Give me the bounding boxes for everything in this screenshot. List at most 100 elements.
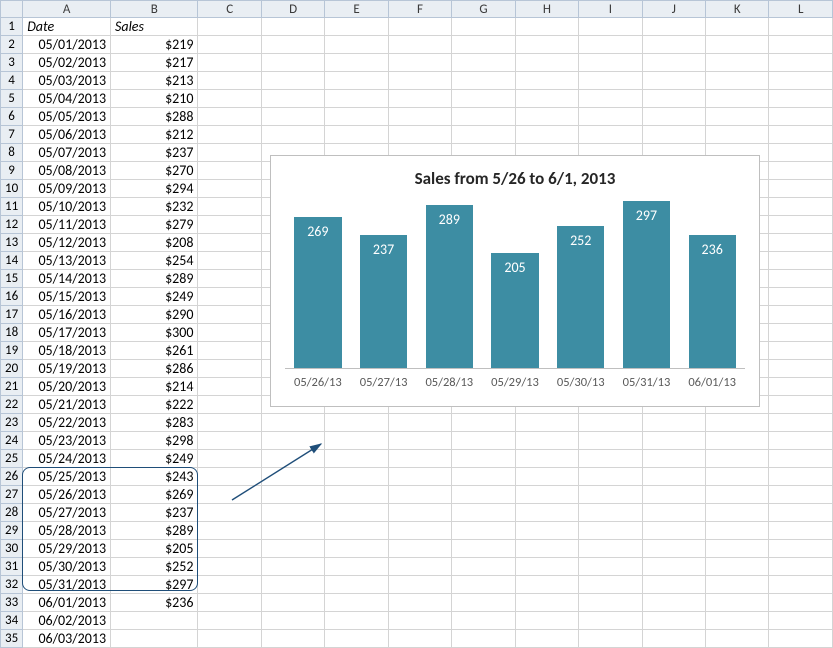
cell-F28[interactable] [388, 504, 451, 522]
cell-C26[interactable] [198, 468, 261, 486]
cell-H28[interactable] [515, 504, 578, 522]
cell-J2[interactable] [642, 36, 705, 54]
cell-K29[interactable] [706, 522, 769, 540]
column-header-E[interactable]: E [325, 1, 388, 18]
cell-B14[interactable]: $254 [111, 252, 198, 270]
cell-E25[interactable] [325, 450, 388, 468]
cell-E32[interactable] [325, 576, 388, 594]
row-header[interactable]: 13 [1, 234, 23, 252]
cell-E27[interactable] [325, 486, 388, 504]
cell-L24[interactable] [769, 432, 833, 450]
cell-A1[interactable]: Date [23, 18, 111, 36]
cell-K7[interactable] [706, 126, 769, 144]
cell-D4[interactable] [261, 72, 324, 90]
cell-A7[interactable]: 05/06/2013 [23, 126, 111, 144]
cell-C11[interactable] [198, 198, 261, 216]
cell-B9[interactable]: $270 [111, 162, 198, 180]
cell-L6[interactable] [769, 108, 833, 126]
cell-I3[interactable] [579, 54, 642, 72]
row-header[interactable]: 18 [1, 324, 23, 342]
cell-K24[interactable] [706, 432, 769, 450]
row-header[interactable]: 14 [1, 252, 23, 270]
cell-E23[interactable] [325, 414, 388, 432]
cell-F29[interactable] [388, 522, 451, 540]
cell-G35[interactable] [452, 630, 515, 648]
cell-K28[interactable] [706, 504, 769, 522]
cell-G4[interactable] [452, 72, 515, 90]
cell-H1[interactable] [515, 18, 578, 36]
row-header[interactable]: 25 [1, 450, 23, 468]
bar-1[interactable]: 237 [351, 199, 417, 369]
row-header[interactable]: 30 [1, 540, 23, 558]
row-header[interactable]: 17 [1, 306, 23, 324]
cell-H33[interactable] [515, 594, 578, 612]
bar-0[interactable]: 269 [285, 199, 351, 369]
cell-L1[interactable] [769, 18, 833, 36]
cell-K35[interactable] [706, 630, 769, 648]
cell-C35[interactable] [198, 630, 261, 648]
cell-C34[interactable] [198, 612, 261, 630]
cell-C28[interactable] [198, 504, 261, 522]
cell-H5[interactable] [515, 90, 578, 108]
cell-L17[interactable] [769, 306, 833, 324]
cell-K4[interactable] [706, 72, 769, 90]
cell-G24[interactable] [452, 432, 515, 450]
column-header-G[interactable]: G [452, 1, 515, 18]
cell-B2[interactable]: $219 [111, 36, 198, 54]
cell-L33[interactable] [769, 594, 833, 612]
cell-B17[interactable]: $290 [111, 306, 198, 324]
row-header[interactable]: 21 [1, 378, 23, 396]
cell-B19[interactable]: $261 [111, 342, 198, 360]
bar-3[interactable]: 205 [482, 199, 548, 369]
column-header-K[interactable]: K [706, 1, 769, 18]
cell-K26[interactable] [706, 468, 769, 486]
column-header-I[interactable]: I [579, 1, 642, 18]
cell-I27[interactable] [579, 486, 642, 504]
cell-J6[interactable] [642, 108, 705, 126]
cell-G2[interactable] [452, 36, 515, 54]
column-header-L[interactable]: L [769, 1, 833, 18]
cell-C19[interactable] [198, 342, 261, 360]
cell-C20[interactable] [198, 360, 261, 378]
row-header[interactable]: 33 [1, 594, 23, 612]
row-header[interactable]: 26 [1, 468, 23, 486]
cell-B20[interactable]: $286 [111, 360, 198, 378]
cell-A29[interactable]: 05/28/2013 [23, 522, 111, 540]
cell-B11[interactable]: $232 [111, 198, 198, 216]
cell-I6[interactable] [579, 108, 642, 126]
cell-B23[interactable]: $283 [111, 414, 198, 432]
cell-A8[interactable]: 05/07/2013 [23, 144, 111, 162]
cell-D34[interactable] [261, 612, 324, 630]
cell-C29[interactable] [198, 522, 261, 540]
cell-C27[interactable] [198, 486, 261, 504]
bar-4[interactable]: 252 [548, 199, 614, 369]
cell-A32[interactable]: 05/31/2013 [23, 576, 111, 594]
cell-C33[interactable] [198, 594, 261, 612]
cell-A2[interactable]: 05/01/2013 [23, 36, 111, 54]
cell-A15[interactable]: 05/14/2013 [23, 270, 111, 288]
cell-C32[interactable] [198, 576, 261, 594]
row-header[interactable]: 11 [1, 198, 23, 216]
cell-G1[interactable] [452, 18, 515, 36]
cell-K32[interactable] [706, 576, 769, 594]
cell-I4[interactable] [579, 72, 642, 90]
cell-A25[interactable]: 05/24/2013 [23, 450, 111, 468]
bar-5[interactable]: 297 [614, 199, 680, 369]
cell-F30[interactable] [388, 540, 451, 558]
cell-B5[interactable]: $210 [111, 90, 198, 108]
cell-A34[interactable]: 06/02/2013 [23, 612, 111, 630]
cell-I25[interactable] [579, 450, 642, 468]
cell-G29[interactable] [452, 522, 515, 540]
cell-J34[interactable] [642, 612, 705, 630]
cell-A30[interactable]: 05/29/2013 [23, 540, 111, 558]
cell-C2[interactable] [198, 36, 261, 54]
cell-D27[interactable] [261, 486, 324, 504]
cell-L3[interactable] [769, 54, 833, 72]
cell-A10[interactable]: 05/09/2013 [23, 180, 111, 198]
cell-G33[interactable] [452, 594, 515, 612]
cell-L19[interactable] [769, 342, 833, 360]
cell-K25[interactable] [706, 450, 769, 468]
cell-B31[interactable]: $252 [111, 558, 198, 576]
cell-C1[interactable] [198, 18, 261, 36]
cell-H4[interactable] [515, 72, 578, 90]
